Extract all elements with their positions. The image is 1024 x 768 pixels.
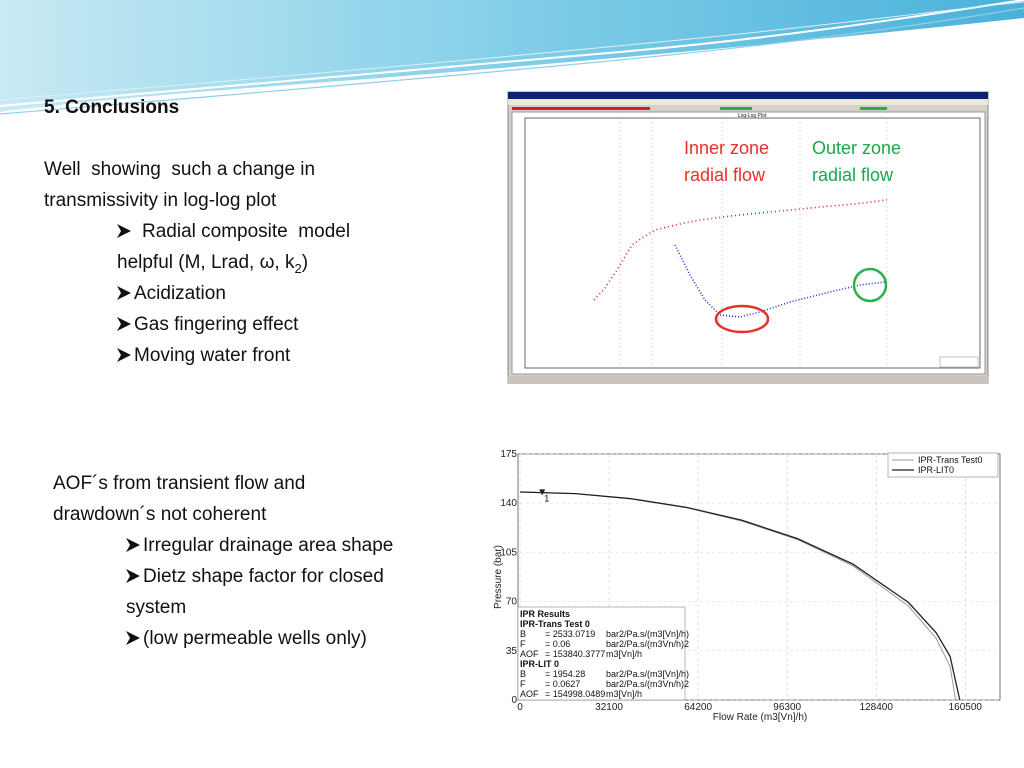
bullet-line: Dietz shape factor for closed [143, 566, 384, 587]
bullet-line: Gas fingering effect [134, 314, 299, 335]
paragraph-line: transmissivity in log-log plot [44, 190, 277, 211]
results-cell: = 0.06 [545, 639, 570, 649]
loglog-title: Log-Log Plot [738, 113, 767, 119]
y-tick-label: 140 [500, 498, 517, 509]
y-tick-label: 105 [500, 547, 517, 558]
results-cell: AOF [520, 689, 539, 699]
results-cell: bar2/Pa.s/(m3[Vn]/h) [606, 669, 689, 679]
x-tick-label: 128400 [860, 702, 894, 713]
bullet-arrow [117, 317, 131, 331]
annotation: radial flow [684, 165, 766, 185]
bullet-arrow [126, 569, 140, 583]
bullet-text: ) [302, 252, 308, 273]
results-group: IPR-LIT 0 [520, 659, 559, 669]
annotation: Inner zone [684, 138, 769, 158]
bullet-line: system [126, 597, 186, 618]
point-label: 1 [544, 493, 549, 503]
bullet-line: helpful (M, Lrad, ω, k2) [117, 252, 308, 276]
y-tick-label: 0 [511, 695, 517, 706]
y-tick-label: 70 [506, 597, 518, 608]
results-cell: F [520, 679, 526, 689]
y-tick-label: 35 [506, 646, 518, 657]
results-cell: B [520, 669, 526, 679]
point-marker [539, 489, 546, 496]
legend-label: IPR-LIT0 [918, 465, 954, 475]
results-box [517, 606, 686, 701]
x-tick-label: 160500 [949, 702, 983, 713]
bullet-text: helpful (M, Lrad, ω, k [117, 252, 295, 273]
results-cell: m3[Vn]/h [606, 689, 642, 699]
results-cell: AOF [520, 649, 539, 659]
results-cell: m3[Vn]/h [606, 649, 642, 659]
y-axis-label: Pressure (bar) [493, 545, 504, 609]
results-cell: = 1954.28 [545, 669, 585, 679]
x-tick-label: 32100 [595, 702, 623, 713]
bullet-line: Radial composite model [142, 221, 350, 242]
paragraph-line: Well showing such a change in [44, 159, 315, 180]
bullet-arrow [126, 538, 140, 552]
results-cell: bar2/Pa.s/(m3Vn/h)2 [606, 639, 689, 649]
legend-box [887, 452, 999, 478]
bullet-line: (low permeable wells only) [143, 628, 367, 649]
results-title: IPR Results [520, 609, 570, 619]
results-group: IPR-Trans Test 0 [520, 619, 590, 629]
loglog-figure [507, 91, 989, 384]
results-cell: bar2/Pa.s/(m3Vn/h)2 [606, 679, 689, 689]
results-cell: = 2533.0719 [545, 629, 595, 639]
bullet-arrow [117, 286, 131, 300]
paragraph-line: drawdown´s not coherent [53, 504, 267, 525]
bullet-arrow [126, 631, 140, 645]
header-waves [0, 0, 1024, 115]
legend-label: IPR-Trans Test0 [918, 455, 983, 465]
results-cell: = 153840.3777 [545, 649, 605, 659]
results-cell: = 0.0627 [545, 679, 580, 689]
x-tick-label: 0 [517, 702, 523, 713]
bullet-line: Moving water front [134, 345, 291, 366]
results-cell: F [520, 639, 526, 649]
x-tick-label: 96300 [773, 702, 801, 713]
results-cell: = 154998.0489 [545, 689, 605, 699]
bullet-line: Irregular drainage area shape [143, 535, 393, 556]
results-cell: bar2/Pa.s/(m3[Vn]/h) [606, 629, 689, 639]
results-cell: B [520, 629, 526, 639]
x-axis-label: Flow Rate (m3[Vn]/h) [713, 712, 807, 723]
paragraph-line: AOF´s from transient flow and [53, 473, 305, 494]
bullet-arrow [117, 348, 131, 362]
ipr-curve [519, 491, 961, 701]
x-tick-label: 64200 [684, 702, 712, 713]
slide-title: 5. Conclusions [44, 97, 179, 118]
subscript: 2 [294, 261, 301, 276]
bullet-line: Acidization [134, 283, 226, 304]
annotation: radial flow [812, 165, 894, 185]
y-tick-label: 175 [500, 449, 517, 460]
bullet-arrow [117, 224, 131, 238]
annotation: Outer zone [812, 138, 901, 158]
